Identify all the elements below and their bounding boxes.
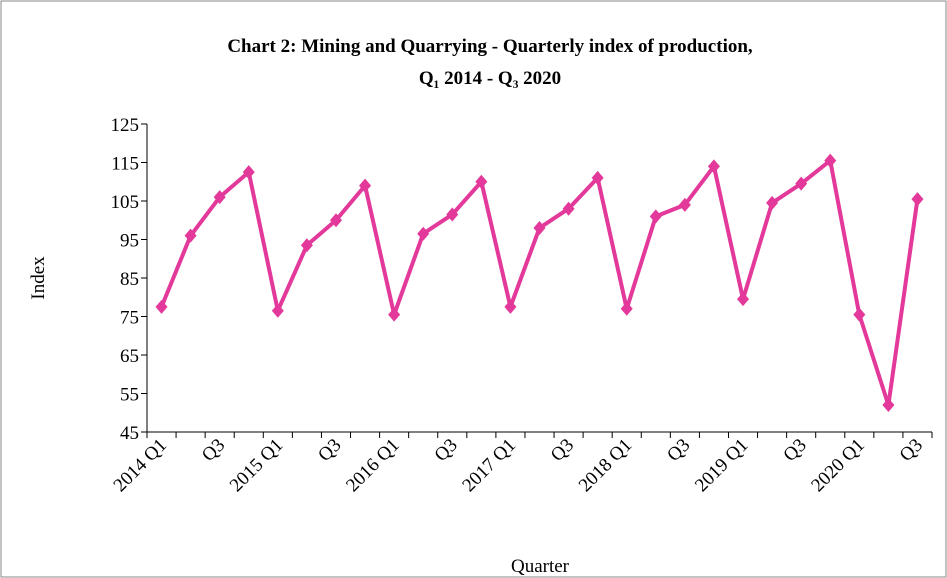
data-point xyxy=(911,192,924,207)
data-point xyxy=(620,301,633,316)
data-point xyxy=(737,292,750,307)
data-point xyxy=(824,153,837,168)
data-point xyxy=(882,398,895,413)
y-tick-label: 115 xyxy=(111,154,139,175)
y-tick-label: 85 xyxy=(120,269,139,290)
data-point xyxy=(475,174,488,189)
y-tick-label: 55 xyxy=(120,385,139,406)
y-tick-label: 45 xyxy=(120,423,139,444)
data-point xyxy=(795,176,808,191)
x-axis-label: Quarter xyxy=(511,556,570,577)
data-point xyxy=(213,190,226,205)
y-tick-label: 125 xyxy=(111,115,140,136)
data-point xyxy=(242,165,255,180)
data-point xyxy=(446,207,459,222)
data-point xyxy=(562,201,575,216)
data-point xyxy=(300,238,313,253)
data-point xyxy=(417,226,430,241)
y-tick-label: 105 xyxy=(111,192,140,213)
data-point xyxy=(184,228,197,243)
data-point xyxy=(707,159,720,174)
data-point xyxy=(504,299,517,314)
data-point xyxy=(533,220,546,235)
chart-subtitle: Q₁ 2014 - Q₃ 2020 xyxy=(419,68,561,89)
data-point xyxy=(591,170,604,185)
data-point xyxy=(388,307,401,322)
data-point xyxy=(853,307,866,322)
data-point xyxy=(329,213,342,228)
y-tick-label: 75 xyxy=(120,308,139,329)
y-tick-label: 95 xyxy=(120,231,139,252)
data-point xyxy=(678,197,691,212)
data-point xyxy=(155,299,168,314)
data-point xyxy=(649,209,662,224)
data-point xyxy=(359,178,372,193)
data-point xyxy=(271,303,284,318)
y-tick-label: 65 xyxy=(120,346,139,367)
chart-title: Chart 2: Mining and Quarrying - Quarterl… xyxy=(227,36,753,57)
y-axis-label: Index xyxy=(28,256,49,300)
data-point xyxy=(766,195,779,210)
